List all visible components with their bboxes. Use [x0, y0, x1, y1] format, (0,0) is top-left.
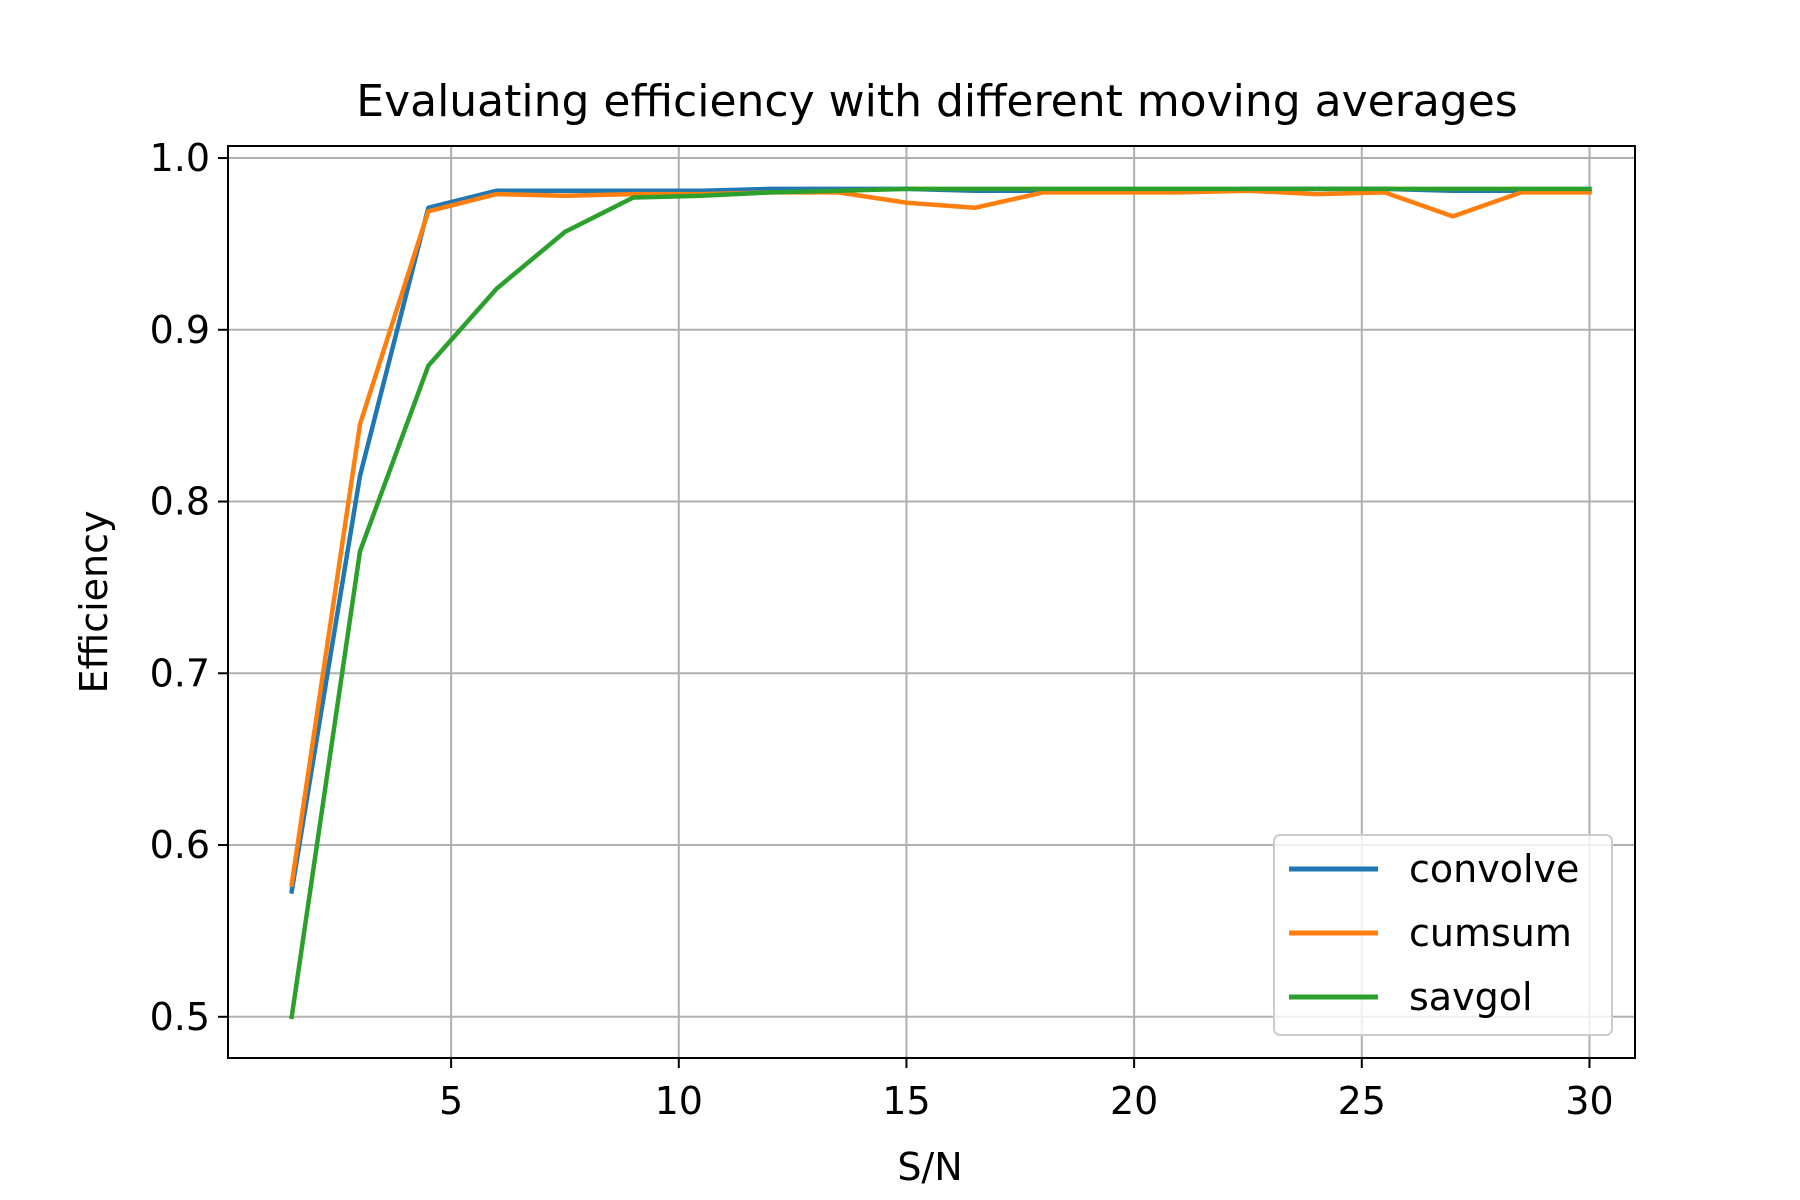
y-axis-ticks: 0.5 0.6 0.7 0.8 0.9 1.0 — [150, 136, 228, 1039]
y-tick-label: 0.9 — [150, 308, 210, 352]
x-tick-label: 15 — [882, 1079, 930, 1123]
x-tick-label: 25 — [1338, 1079, 1386, 1123]
plot-frame — [227, 145, 1636, 1059]
legend-label-savgol: savgol — [1409, 975, 1533, 1019]
x-axis-ticks: 5 10 15 20 25 30 — [439, 1058, 1614, 1123]
series-line-savgol — [289, 186, 1592, 1020]
y-tick-label: 0.8 — [150, 480, 210, 524]
x-tick-label: 10 — [655, 1079, 703, 1123]
y-tick-label: 0.6 — [150, 823, 210, 867]
x-tick-label: 5 — [439, 1079, 463, 1123]
x-axis-label: S/N — [897, 1145, 962, 1189]
x-tick-label: 20 — [1110, 1079, 1158, 1123]
x-tick-label: 30 — [1565, 1079, 1613, 1123]
legend-label-convolve: convolve — [1409, 847, 1579, 891]
series-line-convolve — [289, 186, 1592, 894]
y-tick-label: 0.7 — [150, 651, 210, 695]
chart-title: Evaluating efficiency with different mov… — [356, 76, 1517, 127]
series-lines — [289, 186, 1592, 1020]
y-tick-label: 0.5 — [150, 995, 210, 1039]
y-axis-label: Efficiency — [72, 510, 116, 693]
series-line-cumsum — [289, 188, 1592, 888]
y-tick-label: 1.0 — [150, 136, 210, 180]
legend-label-cumsum: cumsum — [1409, 911, 1572, 955]
legend-box — [1273, 834, 1613, 1036]
legend: convolve cumsum savgol — [1273, 834, 1613, 1036]
